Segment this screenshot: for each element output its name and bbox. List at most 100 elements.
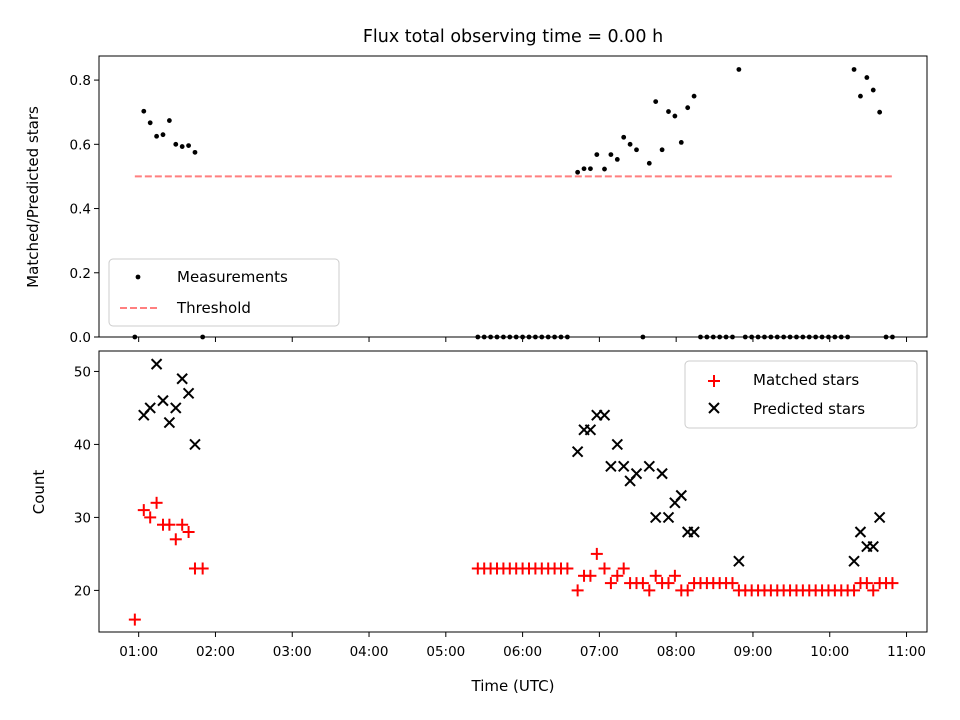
predicted-stars-point (630, 467, 643, 480)
measurement-point (678, 139, 684, 145)
predicted-stars-point (656, 467, 668, 480)
predicted-stars-point (649, 511, 662, 524)
bottom-y-ticks: 20 30 40 50 (74, 364, 99, 599)
matched-stars-point (150, 496, 163, 509)
x-tick-label: 01:00 (119, 644, 158, 660)
predicted-stars-point (189, 438, 201, 451)
matched-stars-point (128, 613, 141, 626)
chart-title: Flux total observing time = 0.00 h (363, 27, 663, 47)
bottom-legend-box (684, 360, 918, 429)
top-marks (132, 67, 895, 340)
predicted-stars-point (605, 460, 617, 473)
measurement-point (179, 144, 185, 149)
x-tick-label: 09:00 (734, 644, 773, 660)
predicted-stars-point (854, 526, 867, 538)
matched-stars-point (598, 562, 611, 575)
y-tick-label: 20 (74, 583, 91, 599)
legend-predicted-label: Predicted stars (753, 400, 865, 418)
matched-stars-point (144, 511, 157, 524)
x-tick-label: 06:00 (503, 644, 542, 660)
matched-stars-point (590, 547, 603, 560)
matched-stars-point (636, 577, 649, 590)
matched-stars-point (668, 569, 681, 582)
measurement-point (870, 87, 876, 93)
predicted-stars-point (662, 511, 675, 524)
measurement-point (653, 99, 659, 105)
measurement-point (851, 67, 857, 72)
matched-stars-point (604, 577, 617, 590)
y-tick-label: 0.8 (70, 73, 91, 89)
measurement-point (627, 141, 633, 147)
matched-stars-point (584, 569, 597, 582)
measurement-point (575, 169, 581, 175)
measurement-point (736, 67, 742, 72)
matched-stars-point (860, 577, 873, 590)
measurement-point (608, 152, 614, 157)
predicted-stars-point (144, 402, 156, 414)
matched-stars-point (163, 518, 176, 531)
measurement-point (858, 93, 863, 99)
top-axes-frame (98, 55, 928, 338)
y-tick-label: 0.0 (70, 330, 91, 346)
matched-stars-point (571, 584, 584, 597)
matched-stars-point (649, 569, 662, 582)
measurement-point (877, 109, 883, 115)
y-tick-label: 0.2 (70, 266, 91, 282)
measurement-point (594, 152, 600, 157)
legend-measurements-label: Measurements (177, 268, 288, 286)
y-tick-label: 0.6 (70, 137, 91, 153)
measurement-point (166, 118, 172, 123)
matched-stars-point (196, 562, 209, 575)
matched-stars-point (611, 569, 624, 582)
legend-predicted-marker (708, 402, 720, 414)
matched-stars-point (726, 577, 739, 590)
predicted-stars-point (675, 489, 687, 502)
predicted-stars-point (182, 387, 195, 400)
predicted-stars-point (170, 402, 182, 414)
x-tick-label: 05:00 (426, 644, 465, 660)
legend-matched-label: Matched stars (753, 371, 859, 389)
legend-measurements-marker (135, 274, 141, 280)
predicted-stars-point (643, 460, 656, 473)
top-y-ticks: 0.0 0.2 0.4 0.6 0.8 (70, 73, 99, 346)
matched-stars-point (176, 518, 189, 531)
matched-stars-point (617, 562, 630, 575)
matched-stars-point (182, 526, 195, 539)
measurement-point (581, 166, 587, 172)
top-y-axis-label: Matched/Predicted stars (24, 106, 42, 288)
measurement-point (141, 108, 147, 114)
measurement-point (659, 147, 665, 153)
measurement-point (646, 160, 652, 166)
predicted-stars-point (176, 373, 188, 385)
measurement-point (154, 133, 159, 139)
y-tick-label: 40 (74, 437, 91, 453)
x-tick-label: 02:00 (196, 644, 235, 660)
legend-matched-marker (708, 375, 720, 387)
measurement-point (160, 132, 166, 138)
predicted-stars-point (617, 460, 630, 473)
matched-stars-point (681, 584, 694, 597)
bottom-x-ticks: 01:00 02:00 03:00 04:00 05:00 06:00 07:00 08:00… (119, 632, 926, 660)
y-tick-label: 50 (74, 364, 91, 380)
x-tick-label: 04:00 (350, 644, 389, 660)
predicted-stars-point (688, 526, 700, 538)
measurement-point (147, 120, 153, 126)
measurement-point (602, 166, 607, 172)
measurement-point (173, 141, 179, 147)
predicted-stars-point (163, 416, 176, 429)
y-tick-label: 30 (74, 510, 91, 526)
x-tick-label: 08:00 (657, 644, 696, 660)
measurement-point (672, 113, 678, 119)
predicted-stars-point (584, 424, 597, 436)
x-tick-label: 10:00 (810, 644, 849, 660)
bottom-y-axis-label: Count (30, 470, 48, 515)
predicted-stars-point (157, 394, 169, 407)
measurement-point (186, 143, 191, 148)
x-tick-label: 07:00 (580, 644, 619, 660)
top-panel: 0.00.20.40.60.8 Matched/Predicted stars … (24, 55, 928, 346)
matched-stars-point (848, 584, 861, 597)
y-tick-label: 0.4 (70, 202, 91, 218)
